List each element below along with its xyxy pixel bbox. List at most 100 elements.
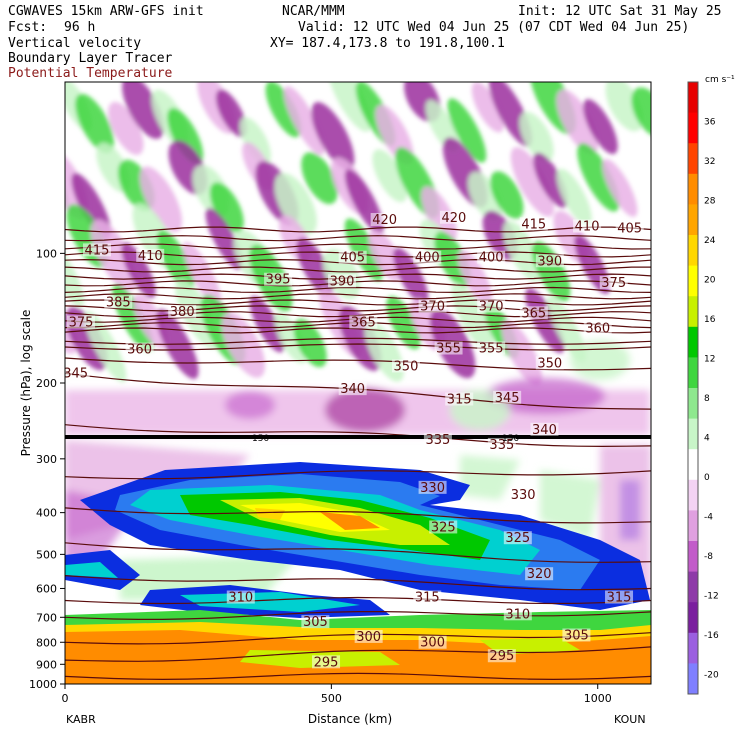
theta-label-background xyxy=(573,219,602,233)
wave-streak xyxy=(556,89,599,155)
wave-streak xyxy=(546,295,587,362)
theta-label-background xyxy=(301,615,330,629)
theta-label: 330 xyxy=(420,481,445,496)
wave-streak xyxy=(0,286,12,350)
theta-label-background xyxy=(487,437,516,451)
y-axis-ticks: 100 200 300 400 500 600 700 800 900 1000 xyxy=(29,247,65,691)
theta-contour xyxy=(65,299,651,306)
theta-label-background xyxy=(477,250,506,264)
theta-label-background xyxy=(338,382,367,396)
theta-label: 330 xyxy=(511,488,536,503)
wave-streak xyxy=(84,311,127,383)
theta-label-background xyxy=(354,629,383,643)
theta-label: 420 xyxy=(372,213,397,228)
colorbar-tick-label: 8 xyxy=(704,394,710,404)
field-boundary-tracer: Boundary Layer Tracer xyxy=(8,51,173,66)
theta-label-background xyxy=(136,248,165,262)
colorbar-swatch xyxy=(688,235,698,267)
theta-label: 400 xyxy=(415,251,440,266)
model-title: CGWAVES 15km ARW-GFS init xyxy=(8,4,204,19)
cross-section-endpoints: XY= 187.4,173.8 to 191.8,100.1 xyxy=(270,36,505,51)
theta-contour xyxy=(65,273,651,280)
colorbar-tick-label: -4 xyxy=(704,512,713,522)
theta-contour xyxy=(65,293,651,300)
theta-contour xyxy=(65,672,651,681)
theta-contour xyxy=(65,337,651,345)
y-tick-label: 500 xyxy=(36,548,57,561)
theta-label: 305 xyxy=(303,615,328,630)
theta-label-background xyxy=(477,299,506,313)
y-axis-title: Pressure (hPa), log scale xyxy=(19,310,33,457)
theta-label-background xyxy=(82,243,111,257)
center-label: NCAR/MMM xyxy=(282,4,345,19)
theta-label-background xyxy=(509,488,538,502)
theta-label-background xyxy=(519,306,548,320)
colorbar-swatch xyxy=(688,602,698,634)
theta-label: 395 xyxy=(266,273,291,288)
theta-contour xyxy=(65,596,651,605)
wave-streak xyxy=(156,230,195,290)
wave-streak xyxy=(90,219,137,292)
wave-streak xyxy=(274,173,317,235)
theta-label-background xyxy=(477,341,506,355)
colorbar-tick-label: -20 xyxy=(704,670,719,680)
wave-streak xyxy=(344,218,384,281)
colorbar-tick-label: 4 xyxy=(704,433,710,443)
theta-label-background xyxy=(391,359,420,373)
wave-streak xyxy=(75,93,114,154)
theta-label: 315 xyxy=(447,393,472,408)
wave-streak xyxy=(421,186,457,242)
theta-label-background xyxy=(370,212,399,226)
wave-streak xyxy=(605,82,644,132)
theta-label: 335 xyxy=(425,433,450,448)
theta-label: 315 xyxy=(415,591,440,606)
theta-contour xyxy=(65,470,651,480)
theta-label: 415 xyxy=(85,243,110,258)
theta-label: 375 xyxy=(601,276,626,291)
theta-label-background xyxy=(434,341,463,355)
y-tick-label: 100 xyxy=(36,247,57,260)
theta-label-background xyxy=(503,531,532,545)
wave-streak xyxy=(393,247,429,305)
tropopause-label-left: 150 xyxy=(252,434,269,444)
theta-label: 345 xyxy=(495,391,520,406)
colorbar-swatch xyxy=(688,82,698,114)
wave-streak xyxy=(327,82,372,132)
x-tick-label: 500 xyxy=(321,692,342,705)
theta-label: 345 xyxy=(63,366,88,381)
theta-contour xyxy=(65,266,651,273)
theta-label-background xyxy=(562,628,591,642)
theta-label: 405 xyxy=(340,251,365,266)
y-tick-label: 300 xyxy=(36,453,57,466)
left-station-label: KABR xyxy=(66,713,96,726)
theta-label: 340 xyxy=(532,423,557,438)
theta-label: 380 xyxy=(170,305,195,320)
theta-label: 340 xyxy=(340,382,365,397)
theta-label: 300 xyxy=(356,630,381,645)
theta-label-background xyxy=(418,299,447,313)
x-tick-label: 1000 xyxy=(584,692,612,705)
colorbar-swatch xyxy=(688,357,698,389)
theta-label-background xyxy=(525,567,554,581)
wave-streak xyxy=(121,242,156,299)
y-tick-label: 200 xyxy=(36,377,57,390)
y-tick-label: 400 xyxy=(36,507,57,520)
x-axis-title: Distance (km) xyxy=(308,712,392,726)
theta-label-background xyxy=(413,250,442,264)
theta-label: 370 xyxy=(420,299,445,314)
colorbar-frame xyxy=(687,81,699,695)
colorbar-tick-label: 20 xyxy=(704,275,716,285)
theta-label-background xyxy=(418,635,447,649)
wave-streak xyxy=(239,117,271,165)
theta-label-background xyxy=(583,321,612,335)
colorbar-swatch xyxy=(688,449,698,481)
theta-contour xyxy=(65,424,651,448)
theta-contour xyxy=(65,280,651,287)
colorbar-swatch xyxy=(688,479,698,511)
theta-label-background xyxy=(605,590,634,604)
colorbar-swatch xyxy=(688,388,698,420)
colorbar-tick-label: 32 xyxy=(704,157,715,167)
theta-label: 335 xyxy=(489,438,514,453)
wave-streak xyxy=(311,102,355,170)
wave-streak xyxy=(122,82,164,139)
